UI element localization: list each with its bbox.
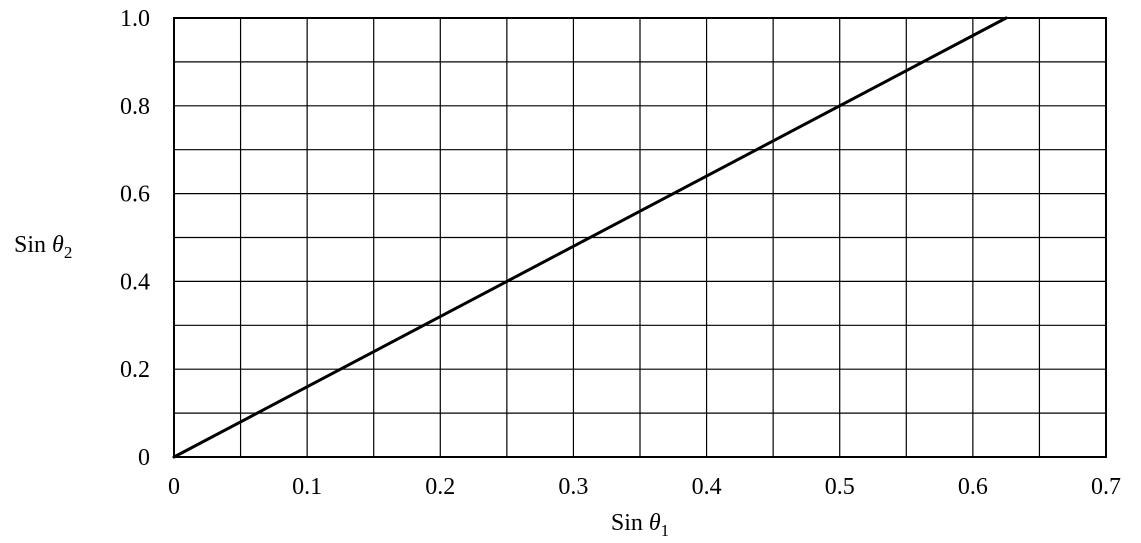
- x-axis-title-subscript: 1: [661, 521, 670, 540]
- y-tick-label: 0.2: [120, 357, 150, 383]
- plot-frame: [173, 17, 1107, 458]
- y-axis-title-symbol: θ: [52, 232, 64, 258]
- y-tick-label: 0.8: [120, 94, 150, 120]
- y-axis-title-subscript: 2: [64, 243, 73, 262]
- x-tick-label: 0.1: [292, 474, 322, 500]
- y-tick-label: 0: [138, 445, 150, 471]
- y-axis-title: Sin θ2: [14, 232, 72, 262]
- y-tick-label: 0.6: [120, 182, 150, 208]
- y-tick-labels: 0 0.2 0.4 0.6 0.8 1.0: [120, 6, 150, 471]
- x-axis-title-prefix: Sin: [611, 510, 649, 536]
- series-line-1: [172, 16, 1008, 459]
- y-tick-label: 1.0: [120, 6, 150, 32]
- x-tick-label: 0.5: [825, 474, 855, 500]
- y-axis-title-prefix: Sin: [14, 232, 52, 258]
- x-tick-label: 0.3: [558, 474, 588, 500]
- plot-series: [172, 16, 1008, 459]
- x-tick-label: 0.4: [692, 474, 722, 500]
- x-tick-label: 0: [168, 474, 180, 500]
- x-tick-label: 0.6: [958, 474, 988, 500]
- grid: [173, 17, 1107, 458]
- x-tick-labels: 0 0.1 0.2 0.3 0.4 0.5 0.6 0.7: [168, 474, 1121, 500]
- x-axis-title: Sin θ1: [611, 510, 669, 540]
- x-axis-title-symbol: θ: [649, 510, 661, 536]
- x-tick-label: 0.7: [1091, 474, 1121, 500]
- y-tick-label: 0.4: [120, 269, 150, 295]
- x-tick-label: 0.2: [425, 474, 455, 500]
